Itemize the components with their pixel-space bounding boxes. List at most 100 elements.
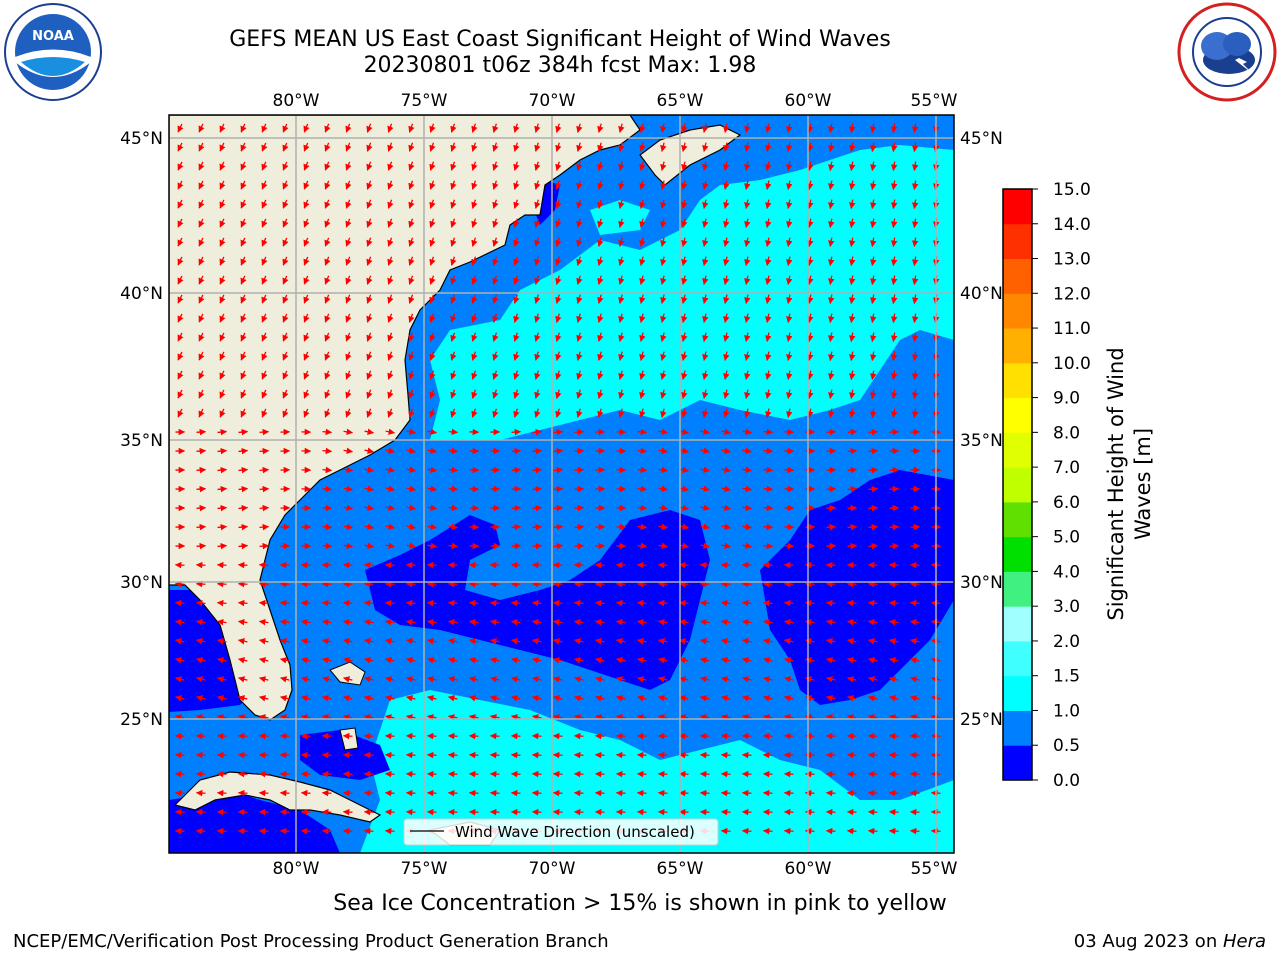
wind-wave-arrow xyxy=(511,466,522,474)
wind-wave-arrow xyxy=(303,313,310,323)
wind-wave-arrow xyxy=(384,618,395,626)
wind-wave-arrow xyxy=(681,313,688,324)
wind-wave-arrow xyxy=(660,332,667,342)
wind-wave-arrow xyxy=(678,695,689,702)
wind-wave-arrow xyxy=(804,638,815,645)
wind-wave-arrow xyxy=(597,332,604,342)
colorbar-segment xyxy=(1003,362,1032,399)
wind-wave-arrow xyxy=(720,657,731,664)
wind-wave-arrow xyxy=(195,714,206,721)
wind-wave-arrow xyxy=(573,714,584,721)
wind-wave-arrow xyxy=(279,657,290,664)
wind-wave-arrow xyxy=(825,638,836,645)
wind-wave-arrow xyxy=(828,389,835,400)
wind-wave-arrow xyxy=(448,485,459,493)
wind-wave-arrow xyxy=(366,294,373,304)
wind-wave-arrow xyxy=(448,447,459,455)
wind-wave-arrow xyxy=(574,542,585,550)
wind-wave-arrow xyxy=(387,199,394,209)
wind-wave-arrow xyxy=(387,408,394,418)
wind-wave-arrow xyxy=(196,428,207,436)
wind-wave-arrow xyxy=(744,294,751,305)
wind-wave-arrow xyxy=(657,618,668,626)
wind-wave-arrow xyxy=(636,618,647,626)
wind-wave-arrow xyxy=(534,313,541,323)
wind-wave-arrow xyxy=(637,466,648,474)
wind-wave-arrow xyxy=(786,389,793,400)
wind-wave-arrow xyxy=(531,638,542,645)
wind-wave-arrow xyxy=(765,180,772,191)
colorbar-segment xyxy=(1003,293,1032,329)
wind-wave-arrow xyxy=(447,599,458,607)
wind-wave-arrow xyxy=(639,370,646,380)
wind-wave-arrow xyxy=(911,123,919,134)
wind-wave-arrow xyxy=(828,142,835,153)
wind-wave-arrow xyxy=(639,123,646,133)
wind-wave-arrow xyxy=(597,275,604,285)
wind-wave-arrow xyxy=(177,351,184,361)
wind-wave-arrow xyxy=(324,161,331,171)
wind-wave-arrow xyxy=(618,313,625,323)
wind-wave-arrow xyxy=(870,408,877,419)
wind-wave-arrow xyxy=(177,199,184,209)
wind-wave-arrow xyxy=(637,676,647,683)
wind-wave-arrow xyxy=(366,161,373,171)
wind-wave-arrow xyxy=(849,370,856,381)
wind-wave-arrow xyxy=(177,180,184,190)
wind-wave-arrow xyxy=(513,123,520,133)
wind-wave-arrow xyxy=(658,428,669,436)
wind-wave-arrow xyxy=(702,180,709,191)
wind-wave-arrow xyxy=(742,466,753,474)
wind-wave-arrow xyxy=(429,180,436,190)
wind-wave-arrow xyxy=(870,351,877,362)
wind-wave-arrow xyxy=(363,638,374,645)
wind-wave-arrow xyxy=(660,351,667,361)
wind-wave-arrow xyxy=(345,332,352,342)
wind-wave-arrow xyxy=(553,447,564,455)
wind-wave-arrow xyxy=(324,199,331,209)
wind-wave-arrow xyxy=(492,370,499,380)
wind-wave-arrow xyxy=(387,294,394,304)
wind-wave-arrow xyxy=(261,180,268,190)
wind-wave-arrow xyxy=(240,389,247,399)
wind-wave-arrow xyxy=(723,351,730,362)
wind-wave-arrow xyxy=(343,504,354,512)
wind-wave-arrow xyxy=(636,599,647,607)
wind-wave-arrow xyxy=(890,408,898,419)
wind-wave-arrow xyxy=(531,599,542,607)
wind-wave-arrow xyxy=(240,180,247,190)
wind-wave-arrow xyxy=(597,389,604,399)
wind-wave-arrow xyxy=(660,294,667,304)
lat-label: 45°N xyxy=(960,129,1003,149)
wind-wave-arrow xyxy=(429,218,436,228)
wind-wave-arrow xyxy=(219,313,226,323)
wind-wave-arrow xyxy=(597,142,604,152)
wind-wave-arrow xyxy=(846,714,857,721)
noaa-logo-text: NOAA xyxy=(32,29,74,44)
wind-wave-arrow xyxy=(847,542,858,550)
wind-wave-arrow xyxy=(534,294,541,304)
wind-wave-arrow xyxy=(513,237,520,247)
wind-wave-arrow xyxy=(366,218,373,228)
wind-wave-arrow xyxy=(532,504,543,512)
wind-wave-arrow xyxy=(660,123,667,133)
wind-wave-arrow xyxy=(805,676,815,683)
wind-wave-arrow xyxy=(744,142,751,153)
nws-logo-icon xyxy=(1177,2,1277,106)
wind-wave-arrow xyxy=(387,256,394,266)
wind-wave-arrow xyxy=(387,313,394,323)
wind-wave-arrow xyxy=(744,313,751,324)
wind-wave-arrow xyxy=(468,714,479,721)
wind-wave-arrow xyxy=(889,466,900,474)
colorbar-title-1: Significant Height of Wind xyxy=(1104,347,1128,620)
colorbar-segment xyxy=(1003,189,1032,225)
wind-wave-arrow xyxy=(511,428,522,436)
wind-wave-arrow xyxy=(429,256,436,266)
wind-wave-arrow xyxy=(889,504,900,512)
wind-wave-arrow xyxy=(387,332,394,342)
wind-wave-arrow xyxy=(534,370,541,380)
wind-wave-arrow xyxy=(702,218,709,229)
wind-wave-arrow xyxy=(174,657,185,664)
wind-wave-arrow xyxy=(531,695,542,702)
wind-wave-arrow xyxy=(219,294,226,304)
